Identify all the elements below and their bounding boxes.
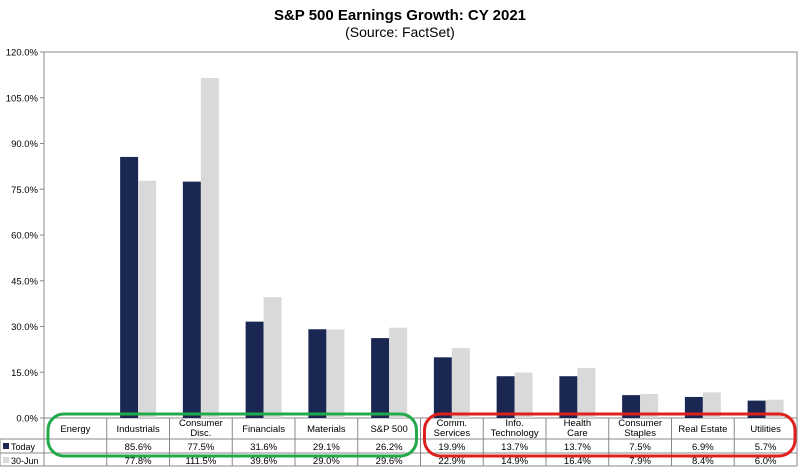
category-label: Health <box>564 418 591 429</box>
bar-30-jun <box>138 180 157 418</box>
y-tick-label: 60.0% <box>11 231 38 242</box>
bar-30-jun <box>514 372 533 418</box>
data-label: 77.5% <box>187 442 214 453</box>
data-label: 14.9% <box>501 456 528 467</box>
y-tick-label: 120.0% <box>6 48 39 59</box>
legend-label: Today <box>11 442 36 452</box>
category-label: Info. <box>505 418 524 429</box>
data-label: 31.6% <box>250 442 277 453</box>
bar-30-jun <box>263 297 282 418</box>
data-label: 77.8% <box>125 456 152 467</box>
bar-today <box>433 357 452 418</box>
y-tick-label: 15.0% <box>11 368 38 379</box>
bar-today <box>308 329 327 418</box>
data-label: 16.4% <box>564 456 591 467</box>
bar-30-jun <box>577 367 596 418</box>
highlight-groups <box>46 412 797 458</box>
data-label: 7.9% <box>629 456 651 467</box>
category-label: Consumer <box>179 418 223 429</box>
category-label: Financials <box>242 424 285 435</box>
legend-swatch-30-jun <box>3 457 9 463</box>
data-label: 39.6% <box>250 456 277 467</box>
highlight-box <box>423 412 797 458</box>
category-label: Industrials <box>116 424 160 435</box>
chart-subtitle: (Source: FactSet) <box>345 24 455 40</box>
highlight-box <box>46 412 418 458</box>
y-tick-label: 90.0% <box>11 139 38 150</box>
y-tick-label: 30.0% <box>11 322 38 333</box>
category-label: Care <box>567 428 588 439</box>
bar-30-jun <box>640 393 659 418</box>
data-label: 85.6% <box>125 442 152 453</box>
y-tick-label: 45.0% <box>11 276 38 287</box>
category-label: Utilities <box>750 424 781 435</box>
data-label: 19.9% <box>438 442 465 453</box>
category-label: Materials <box>307 424 346 435</box>
data-label: 26.2% <box>376 442 403 453</box>
bar-30-jun <box>702 392 721 418</box>
bar-today <box>245 321 264 418</box>
category-label: Consumer <box>618 418 662 429</box>
data-label: 8.4% <box>692 456 714 467</box>
y-tick-label: 0.0% <box>16 414 38 425</box>
bar-30-jun <box>451 348 470 418</box>
category-label: Energy <box>60 424 90 435</box>
chart-title: S&P 500 Earnings Growth: CY 2021 <box>274 7 526 24</box>
bar-30-jun <box>326 329 345 418</box>
data-label: 29.6% <box>376 456 403 467</box>
data-label: 111.5% <box>185 456 216 467</box>
bar-today <box>622 395 641 418</box>
data-label: 22.9% <box>438 456 465 467</box>
category-label: Real Estate <box>678 424 727 435</box>
data-label: 5.7% <box>755 442 777 453</box>
data-label: 13.7% <box>564 442 591 453</box>
plot-frame <box>43 51 798 419</box>
bar-today <box>496 376 515 418</box>
data-label: 6.0% <box>755 456 777 467</box>
data-label: 13.7% <box>501 442 528 453</box>
category-label: Comm. <box>437 418 468 429</box>
bars <box>120 77 784 419</box>
bar-today <box>120 156 139 419</box>
bar-today <box>559 376 578 418</box>
category-label: S&P 500 <box>370 424 407 435</box>
category-label: Disc. <box>190 428 211 439</box>
bar-30-jun <box>389 327 408 418</box>
bar-today <box>371 338 390 418</box>
y-tick-label: 105.0% <box>6 93 39 104</box>
data-label: 29.1% <box>313 442 340 453</box>
category-label: Staples <box>624 428 656 439</box>
legend-label: 30-Jun <box>11 456 39 466</box>
bar-today <box>182 181 201 418</box>
data-label: 29.0% <box>313 456 340 467</box>
data-label: 7.5% <box>629 442 651 453</box>
bar-30-jun <box>200 77 219 419</box>
category-label: Technology <box>491 428 539 439</box>
data-label: 6.9% <box>692 442 714 453</box>
category-label: Services <box>434 428 471 439</box>
legend-swatch-today <box>3 443 9 449</box>
y-tick-label: 75.0% <box>11 185 38 196</box>
